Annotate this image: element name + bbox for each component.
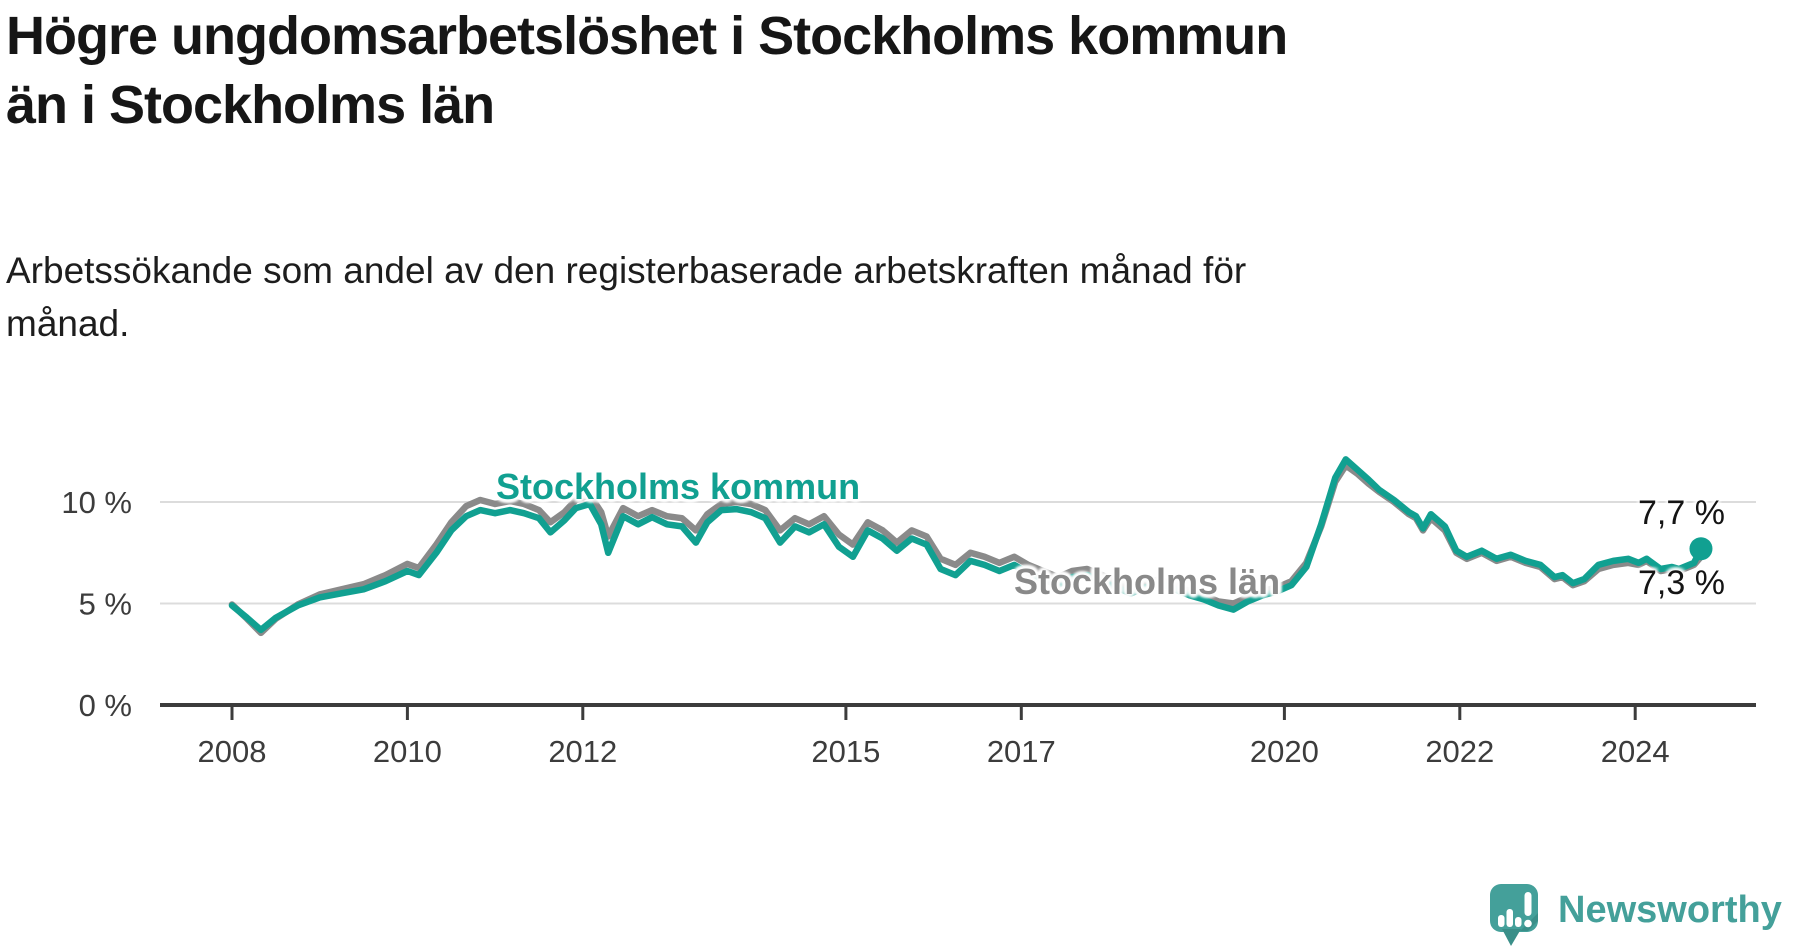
series-label-stockholms-lan: Stockholms län [1014, 561, 1281, 602]
end-value-label-lan: 7,3 % [1638, 564, 1725, 602]
x-axis-tick-label-2022: 2022 [1425, 734, 1494, 769]
x-axis-tick-label-2012: 2012 [548, 734, 617, 769]
chart-title-line2: än i Stockholms län [6, 75, 495, 135]
x-axis-tick-label-2008: 2008 [198, 734, 267, 769]
line-chart-plot: 0 % 5 % 10 % 2008 2010 2012 2015 2017 2020 2022 20… [61, 456, 1756, 769]
y-axis-tick-label-5: 5 % [79, 587, 132, 622]
series-label-stockholms-kommun: Stockholms kommun [496, 466, 861, 507]
x-axis-tick-label-2020: 2020 [1250, 734, 1319, 769]
chart-title: Högre ungdomsarbetslöshet i Stockholms k… [6, 2, 1288, 140]
end-value-label-kommun: 7,7 % [1638, 494, 1725, 532]
x-axis-tick-label-2017: 2017 [987, 734, 1056, 769]
x-axis-tick-label-2010: 2010 [373, 734, 442, 769]
series-line-stockholms-kommun [228, 456, 1705, 634]
newsworthy-logo-text: Newsworthy [1558, 888, 1782, 931]
chart-title-line1: Högre ungdomsarbetslöshet i Stockholms k… [6, 6, 1288, 66]
y-axis-tick-label-10: 10 % [61, 485, 132, 520]
y-axis-tick-label-0: 0 % [79, 688, 132, 723]
newsworthy-logo: Newsworthy [1490, 884, 1782, 948]
x-axis-tick-label-2024: 2024 [1601, 734, 1670, 769]
newsworthy-bar-chart-bubble-icon [1490, 884, 1538, 946]
x-axis-tick-label-2015: 2015 [811, 734, 880, 769]
latest-value-dot-stockholms-kommun [1689, 537, 1713, 561]
chart-subtitle: Arbetssökande som andel av den registerb… [6, 250, 1247, 344]
